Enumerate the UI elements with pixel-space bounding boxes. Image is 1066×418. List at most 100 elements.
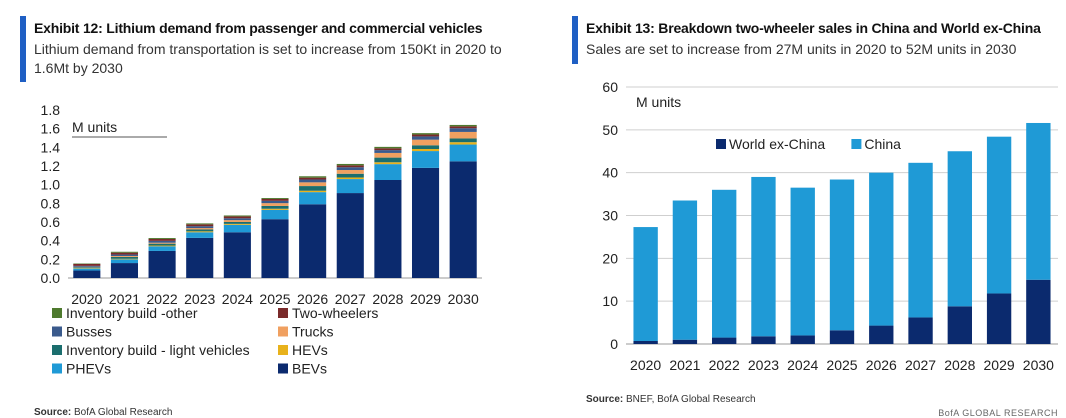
ex12-y-tick-label: 0.2 — [41, 251, 61, 267]
ex12-bar-trucks-2028 — [374, 153, 401, 158]
exhibit-12-chart-svg: 0.00.20.40.60.81.01.21.41.61.8M units202… — [0, 100, 520, 400]
ex12-legend-label: BEVs — [292, 361, 327, 377]
ex13-legend-swatch-china — [851, 139, 861, 149]
ex13-bar-world-ex-china-2024 — [791, 335, 815, 344]
ex12-bar-busses-2025 — [261, 201, 288, 203]
ex12-bar-inventory-build-light-vehicles-2026 — [299, 186, 326, 191]
ex13-bar-world-ex-china-2025 — [830, 330, 854, 344]
ex12-x-tick-label: 2030 — [448, 291, 479, 307]
ex13-y-tick-label: 10 — [602, 293, 618, 309]
ex12-bar-inventory-build-other-2026 — [299, 176, 326, 177]
ex12-bar-inventory-build-other-2021 — [111, 252, 138, 253]
exhibit-13-source: Source: BNEF, BofA Global Research — [586, 394, 756, 405]
ex12-legend-swatch-busses — [52, 327, 62, 337]
exhibit-13-subtitle: Sales are set to increase from 27M units… — [586, 40, 1016, 59]
ex13-bar-china-2029 — [987, 137, 1011, 294]
ex13-bar-world-ex-china-2029 — [987, 293, 1011, 344]
ex12-bar-inventory-build-light-vehicles-2027 — [337, 174, 364, 178]
ex12-bar-bevs-2023 — [186, 238, 213, 278]
ex12-legend-swatch-trucks — [278, 327, 288, 337]
ex13-y-tick-label: 20 — [602, 250, 618, 266]
ex12-bar-hevs-2027 — [337, 177, 364, 179]
ex13-x-tick-label: 2024 — [787, 357, 818, 373]
ex12-bar-phevs-2021 — [111, 259, 138, 263]
ex12-bar-hevs-2024 — [224, 224, 251, 225]
ex12-bar-two-wheelers-2022 — [149, 239, 176, 241]
ex13-bar-china-2021 — [673, 201, 697, 340]
exhibit-12-accent-bar — [20, 16, 26, 82]
ex12-bar-phevs-2025 — [261, 210, 288, 219]
ex13-x-tick-label: 2023 — [748, 357, 779, 373]
ex13-bar-china-2026 — [869, 173, 893, 326]
exhibit-12-subtitle: Lithium demand from transportation is se… — [34, 40, 514, 78]
ex13-x-tick-label: 2020 — [630, 357, 661, 373]
ex12-bar-phevs-2030 — [450, 145, 477, 162]
ex12-bar-two-wheelers-2030 — [450, 126, 477, 128]
ex13-bar-china-2024 — [791, 188, 815, 336]
ex13-bar-china-2028 — [948, 151, 972, 306]
ex13-bar-world-ex-china-2020 — [633, 341, 657, 344]
ex12-bar-two-wheelers-2020 — [73, 264, 100, 266]
ex12-y-tick-label: 0.8 — [41, 195, 61, 211]
ex12-bar-hevs-2022 — [149, 246, 176, 247]
ex13-bar-china-2020 — [633, 227, 657, 341]
ex12-legend-swatch-two-wheelers — [278, 308, 288, 318]
exhibit-13-source-label: Source: — [586, 394, 623, 405]
ex12-bar-two-wheelers-2021 — [111, 253, 138, 255]
ex13-y-tick-label: 50 — [602, 122, 618, 138]
ex12-bar-inventory-build-light-vehicles-2028 — [374, 158, 401, 163]
ex12-bar-hevs-2026 — [299, 191, 326, 192]
ex12-bar-inventory-build-light-vehicles-2030 — [450, 138, 477, 142]
ex12-bar-two-wheelers-2025 — [261, 199, 288, 201]
ex12-bar-trucks-2024 — [224, 220, 251, 222]
ex12-bar-phevs-2020 — [73, 269, 100, 271]
ex12-bar-phevs-2022 — [149, 246, 176, 251]
ex12-bar-bevs-2020 — [73, 271, 100, 278]
ex12-x-tick-label: 2029 — [410, 291, 441, 307]
ex13-legend-label: World ex-China — [729, 136, 825, 152]
ex12-unit-label: M units — [72, 119, 117, 135]
ex13-x-tick-label: 2027 — [905, 357, 936, 373]
ex12-bar-hevs-2025 — [261, 209, 288, 210]
ex13-y-tick-label: 60 — [602, 79, 618, 95]
ex12-bar-inventory-build-light-vehicles-2023 — [186, 229, 213, 231]
ex12-bar-phevs-2023 — [186, 232, 213, 238]
ex12-bar-trucks-2029 — [412, 140, 439, 146]
ex12-legend-label: Two-wheelers — [292, 305, 378, 321]
ex12-bar-busses-2028 — [374, 150, 401, 153]
ex12-legend-swatch-phevs — [52, 364, 62, 374]
ex12-bar-bevs-2021 — [111, 263, 138, 278]
ex13-x-tick-label: 2022 — [709, 357, 740, 373]
ex12-y-tick-label: 1.4 — [41, 139, 61, 155]
ex12-legend-swatch-inventory-build-other — [52, 308, 62, 318]
ex12-y-tick-label: 0.4 — [41, 233, 61, 249]
ex13-legend-label: China — [864, 136, 901, 152]
ex12-bar-phevs-2026 — [299, 192, 326, 204]
ex12-bar-inventory-build-other-2027 — [337, 164, 364, 165]
ex12-x-tick-label: 2025 — [259, 291, 290, 307]
ex13-x-tick-label: 2026 — [866, 357, 897, 373]
ex12-bar-inventory-build-other-2023 — [186, 223, 213, 224]
ex13-bar-world-ex-china-2030 — [1026, 280, 1050, 344]
ex13-x-tick-label: 2025 — [826, 357, 857, 373]
ex12-bar-inventory-build-other-2022 — [149, 238, 176, 239]
ex12-bar-bevs-2025 — [261, 219, 288, 278]
ex13-bar-world-ex-china-2021 — [673, 340, 697, 344]
exhibit-13-source-text: BNEF, BofA Global Research — [626, 394, 756, 405]
exhibit-13-title: Exhibit 13: Breakdown two-wheeler sales … — [586, 20, 1041, 36]
ex13-x-tick-label: 2030 — [1023, 357, 1054, 373]
ex12-bar-trucks-2023 — [186, 228, 213, 229]
ex13-bar-world-ex-china-2028 — [948, 306, 972, 344]
ex12-bar-bevs-2027 — [337, 193, 364, 278]
ex13-x-tick-label: 2021 — [669, 357, 700, 373]
ex12-bar-busses-2026 — [299, 180, 326, 183]
ex13-bar-china-2023 — [751, 177, 775, 336]
ex12-y-tick-label: 1.6 — [41, 121, 61, 137]
ex12-bar-two-wheelers-2028 — [374, 148, 401, 150]
exhibit-12-source: Source: BofA Global Research — [34, 407, 172, 418]
ex12-bar-bevs-2024 — [224, 232, 251, 278]
exhibit-12-panel: Exhibit 12: Lithium demand from passenge… — [0, 0, 520, 417]
ex13-bar-china-2025 — [830, 180, 854, 331]
ex12-bar-trucks-2022 — [149, 243, 176, 244]
